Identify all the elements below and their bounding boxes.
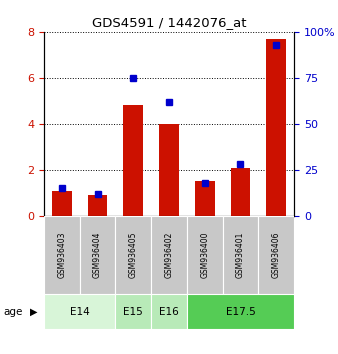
Bar — [44, 216, 80, 294]
Text: GSM936402: GSM936402 — [165, 232, 173, 278]
Text: GSM936400: GSM936400 — [200, 232, 209, 278]
Bar — [266, 39, 286, 216]
Text: age: age — [3, 307, 23, 316]
Bar — [115, 294, 151, 329]
Title: GDS4591 / 1442076_at: GDS4591 / 1442076_at — [92, 16, 246, 29]
Bar — [151, 294, 187, 329]
Text: E15: E15 — [123, 307, 143, 316]
Bar — [115, 216, 151, 294]
Bar — [159, 124, 179, 216]
Text: GSM936401: GSM936401 — [236, 232, 245, 278]
Bar — [80, 216, 115, 294]
Text: GSM936403: GSM936403 — [57, 232, 66, 278]
Bar — [44, 294, 115, 329]
Bar — [123, 105, 143, 216]
Bar — [231, 168, 250, 216]
Bar — [187, 294, 294, 329]
Bar — [151, 216, 187, 294]
Bar — [88, 195, 107, 216]
Text: E14: E14 — [70, 307, 90, 316]
Bar — [195, 181, 215, 216]
Text: GSM936405: GSM936405 — [129, 232, 138, 278]
Bar — [223, 216, 258, 294]
Text: E16: E16 — [159, 307, 179, 316]
Bar — [258, 216, 294, 294]
Bar — [187, 216, 223, 294]
Text: GSM936406: GSM936406 — [272, 232, 281, 278]
Text: ▶: ▶ — [30, 307, 38, 316]
Text: E17.5: E17.5 — [225, 307, 255, 316]
Bar — [52, 190, 72, 216]
Text: GSM936404: GSM936404 — [93, 232, 102, 278]
